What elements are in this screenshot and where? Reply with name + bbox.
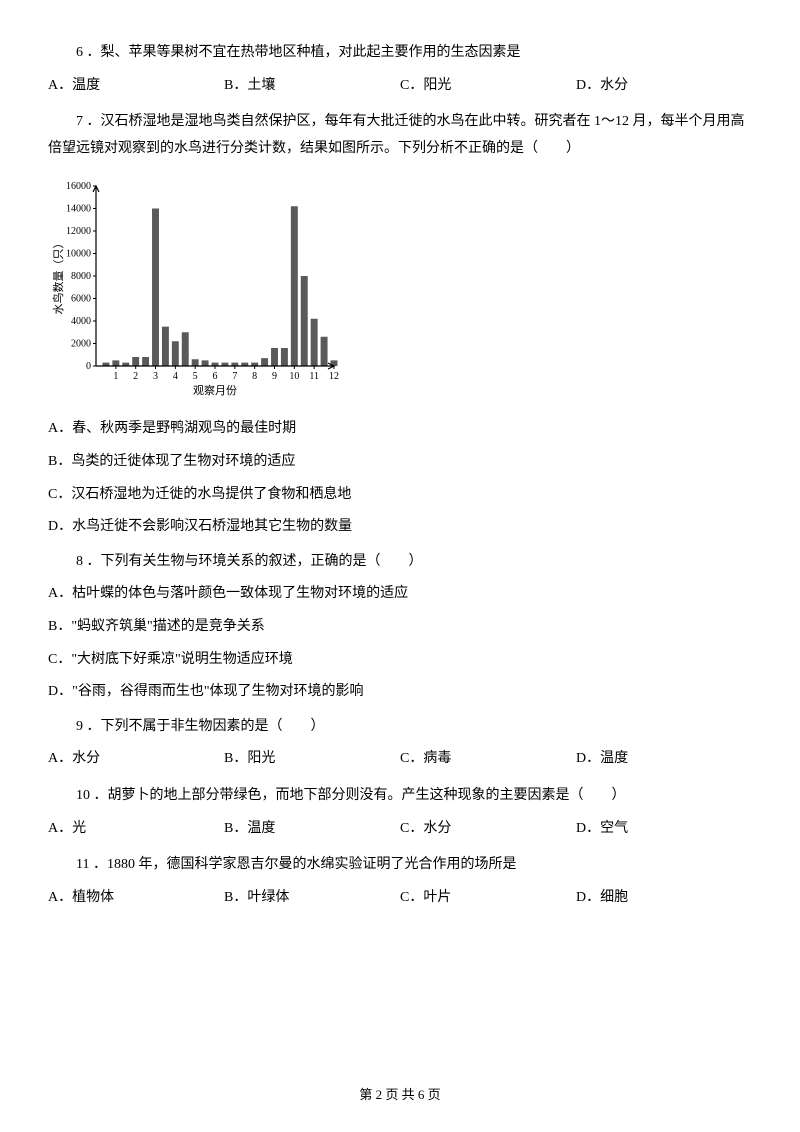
q10-option-d: D．空气 bbox=[576, 816, 752, 843]
q10-option-a: A．光 bbox=[48, 816, 224, 843]
svg-text:10000: 10000 bbox=[66, 249, 91, 260]
question-11-options: A．植物体 B．叶绿体 C．叶片 D．细胞 bbox=[48, 885, 752, 912]
q10-option-b: B．温度 bbox=[224, 816, 400, 843]
question-10: 10 ．胡萝卜的地上部分带绿色，而地下部分则没有。产生这种现象的主要因素是（ ）… bbox=[48, 783, 752, 842]
bird-count-bar-chart: 0200040006000800010000120001400016000123… bbox=[48, 172, 752, 402]
svg-text:9: 9 bbox=[272, 371, 277, 382]
svg-text:2: 2 bbox=[133, 371, 138, 382]
question-7-text: 7 ．汉石桥湿地是湿地鸟类自然保护区，每年有大批迁徙的水鸟在此中转。研究者在 1… bbox=[48, 109, 752, 162]
question-9-options: A．水分 B．阳光 C．病毒 D．温度 bbox=[48, 746, 752, 773]
svg-text:16000: 16000 bbox=[66, 181, 91, 192]
svg-text:8: 8 bbox=[252, 371, 257, 382]
q6-option-d: D．水分 bbox=[576, 73, 752, 100]
question-7: 7 ．汉石桥湿地是湿地鸟类自然保护区，每年有大批迁徙的水鸟在此中转。研究者在 1… bbox=[48, 109, 752, 541]
question-8-text: 8 ．下列有关生物与环境关系的叙述，正确的是（ ） bbox=[48, 549, 752, 576]
question-8: 8 ．下列有关生物与环境关系的叙述，正确的是（ ） A．枯叶蝶的体色与落叶颜色一… bbox=[48, 549, 752, 706]
q10-option-c: C．水分 bbox=[400, 816, 576, 843]
svg-text:5: 5 bbox=[193, 371, 198, 382]
q8-option-a: A．枯叶蝶的体色与落叶颜色一致体现了生物对环境的适应 bbox=[48, 581, 752, 608]
q7-option-c: C．汉石桥湿地为迁徙的水鸟提供了食物和栖息地 bbox=[48, 482, 752, 509]
q8-option-d: D．"谷雨，谷得雨而生也"体现了生物对环境的影响 bbox=[48, 679, 752, 706]
q7-option-b: B．鸟类的迁徙体现了生物对环境的适应 bbox=[48, 449, 752, 476]
svg-text:12000: 12000 bbox=[66, 226, 91, 237]
q6-option-a: A．温度 bbox=[48, 73, 224, 100]
question-9: 9 ．下列不属于非生物因素的是（ ） A．水分 B．阳光 C．病毒 D．温度 bbox=[48, 714, 752, 773]
question-6-text: 6 ．梨、苹果等果树不宜在热带地区种植，对此起主要作用的生态因素是 bbox=[48, 40, 752, 67]
svg-text:12: 12 bbox=[329, 371, 339, 382]
question-10-text: 10 ．胡萝卜的地上部分带绿色，而地下部分则没有。产生这种现象的主要因素是（ ） bbox=[48, 783, 752, 810]
question-11-text: 11 ．1880 年，德国科学家恩吉尔曼的水绵实验证明了光合作用的场所是 bbox=[48, 852, 752, 879]
svg-text:2000: 2000 bbox=[71, 339, 91, 350]
question-6: 6 ．梨、苹果等果树不宜在热带地区种植，对此起主要作用的生态因素是 A．温度 B… bbox=[48, 40, 752, 99]
q11-option-d: D．细胞 bbox=[576, 885, 752, 912]
svg-text:14000: 14000 bbox=[66, 204, 91, 215]
svg-text:观察月份: 观察月份 bbox=[193, 383, 237, 397]
q9-option-d: D．温度 bbox=[576, 746, 752, 773]
q9-option-c: C．病毒 bbox=[400, 746, 576, 773]
svg-text:6000: 6000 bbox=[71, 294, 91, 305]
q6-option-c: C．阳光 bbox=[400, 73, 576, 100]
svg-text:6: 6 bbox=[213, 371, 218, 382]
svg-text:3: 3 bbox=[153, 371, 158, 382]
question-6-options: A．温度 B．土壤 C．阳光 D．水分 bbox=[48, 73, 752, 100]
svg-text:水鸟数量（只）: 水鸟数量（只） bbox=[51, 238, 65, 315]
bird-chart-svg: 0200040006000800010000120001400016000123… bbox=[48, 172, 348, 402]
q7-option-d: D．水鸟迁徙不会影响汉石桥湿地其它生物的数量 bbox=[48, 514, 752, 541]
svg-text:11: 11 bbox=[309, 371, 319, 382]
svg-text:0: 0 bbox=[86, 361, 91, 372]
q11-option-a: A．植物体 bbox=[48, 885, 224, 912]
question-11: 11 ．1880 年，德国科学家恩吉尔曼的水绵实验证明了光合作用的场所是 A．植… bbox=[48, 852, 752, 911]
svg-text:7: 7 bbox=[232, 371, 237, 382]
question-9-text: 9 ．下列不属于非生物因素的是（ ） bbox=[48, 714, 752, 741]
q11-option-b: B．叶绿体 bbox=[224, 885, 400, 912]
q9-option-a: A．水分 bbox=[48, 746, 224, 773]
svg-text:4: 4 bbox=[173, 371, 178, 382]
svg-text:8000: 8000 bbox=[71, 271, 91, 282]
q8-option-b: B．"蚂蚁齐筑巢"描述的是竞争关系 bbox=[48, 614, 752, 641]
q11-option-c: C．叶片 bbox=[400, 885, 576, 912]
q7-option-a: A．春、秋两季是野鸭湖观鸟的最佳时期 bbox=[48, 416, 752, 443]
question-10-options: A．光 B．温度 C．水分 D．空气 bbox=[48, 816, 752, 843]
q9-option-b: B．阳光 bbox=[224, 746, 400, 773]
svg-text:10: 10 bbox=[289, 371, 299, 382]
q8-option-c: C．"大树底下好乘凉"说明生物适应环境 bbox=[48, 647, 752, 674]
q6-option-b: B．土壤 bbox=[224, 73, 400, 100]
svg-text:4000: 4000 bbox=[71, 316, 91, 327]
svg-text:1: 1 bbox=[113, 371, 118, 382]
page-footer: 第 2 页 共 6 页 bbox=[0, 1083, 800, 1108]
